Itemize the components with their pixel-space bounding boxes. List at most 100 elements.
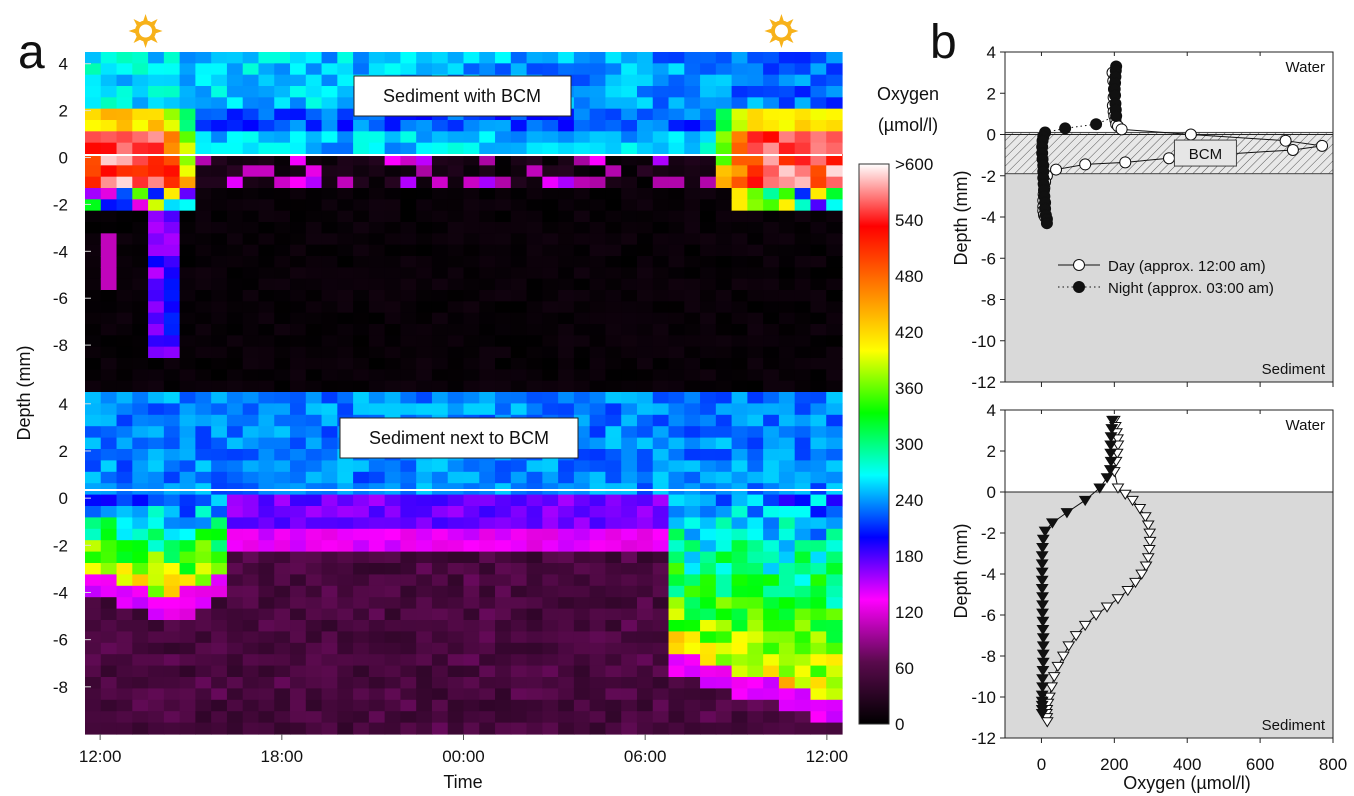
heatmap-cell xyxy=(132,210,149,223)
heatmap-cell xyxy=(715,722,733,735)
heatmap-cell xyxy=(495,494,512,507)
heatmap-cell xyxy=(652,267,670,280)
sun-ray xyxy=(142,39,149,48)
heatmap-cell xyxy=(542,233,559,246)
heatmap-cell xyxy=(526,210,543,223)
heatmap-cell xyxy=(226,52,244,64)
heatmap-cell xyxy=(747,380,764,393)
heatmap-cell xyxy=(242,165,260,178)
heatmap-cell xyxy=(416,131,433,144)
heatmap-cell xyxy=(384,233,402,246)
heatmap-cell xyxy=(116,52,133,64)
heatmap-cell xyxy=(258,222,275,234)
heatmap-cell xyxy=(416,188,433,200)
heatmap-cell xyxy=(558,517,575,530)
heatmap-cell xyxy=(195,335,212,348)
heatmap-cell xyxy=(100,63,118,76)
heatmap-cell xyxy=(211,324,228,336)
heatmap-cell xyxy=(353,722,370,735)
heatmap-cell xyxy=(715,346,733,359)
heatmap-cell xyxy=(778,471,796,484)
heatmap-cell xyxy=(605,449,622,461)
heatmap-cell xyxy=(763,642,780,655)
heatmap-cell xyxy=(794,346,812,359)
heatmap-cell xyxy=(242,437,260,450)
heatmap-cell xyxy=(400,290,417,302)
heatmap-cell xyxy=(179,244,196,257)
heatmap-cell xyxy=(447,52,465,64)
heatmap-cell xyxy=(715,506,733,518)
data-point xyxy=(1110,109,1123,122)
heatmap-cell xyxy=(274,74,291,87)
heatmap-cell xyxy=(321,471,338,484)
heatmap-cell xyxy=(132,437,149,450)
heatmap-cell xyxy=(431,210,449,223)
heatmap-cell xyxy=(526,677,543,689)
heatmap-cell xyxy=(132,414,149,427)
heatmap-cell xyxy=(605,711,622,724)
heatmap-cell xyxy=(542,722,559,735)
heatmap-cell xyxy=(353,460,370,473)
heatmap-cell xyxy=(305,369,323,382)
heatmap-cell xyxy=(636,380,654,393)
heatmap-cell xyxy=(195,108,212,121)
heatmap-cell xyxy=(589,414,607,427)
heatmap-cell xyxy=(479,608,496,621)
heatmap-cell xyxy=(148,494,165,507)
heatmap-cell xyxy=(211,131,228,144)
heatmap-cell xyxy=(747,654,764,667)
heatmap-cell xyxy=(274,460,291,473)
heatmap-cell xyxy=(463,380,480,393)
heatmap-cell xyxy=(810,131,827,144)
heatmap-cell xyxy=(463,312,480,325)
heatmap-cell xyxy=(573,528,591,541)
heatmap-cell xyxy=(621,540,638,553)
sun-ray xyxy=(133,18,142,27)
heatmap-cell xyxy=(148,256,165,268)
heatmap-cell xyxy=(274,449,291,461)
heatmap-cell xyxy=(700,654,717,667)
heatmap-cell xyxy=(179,324,196,336)
heatmap-cell xyxy=(731,120,748,132)
heatmap-cell xyxy=(368,574,386,587)
heatmap-cell xyxy=(274,540,291,553)
heatmap-cell xyxy=(668,540,685,553)
heatmap-cell xyxy=(290,597,307,610)
heatmap-cell xyxy=(526,301,543,314)
heatmap-cell xyxy=(605,165,622,178)
heatmap-cell xyxy=(242,290,260,302)
heatmap-cell xyxy=(652,449,670,461)
heatmap-cell xyxy=(416,256,433,268)
heatmap-cell xyxy=(558,233,575,246)
heatmap-cell xyxy=(116,335,133,348)
heatmap-cell xyxy=(605,301,622,314)
heatmap-cell xyxy=(731,620,748,632)
data-point xyxy=(1138,512,1152,523)
heatmap-cell xyxy=(400,267,417,280)
heatmap-cell xyxy=(163,540,181,553)
heatmap-cell xyxy=(179,210,196,223)
heatmap-cell xyxy=(242,97,260,110)
heatmap-cell xyxy=(290,540,307,553)
heatmap-cell xyxy=(731,711,748,724)
heatmap-cell xyxy=(337,722,354,735)
heatmap-cell xyxy=(573,403,591,416)
heatmap-cell xyxy=(400,278,417,291)
heatmap-cell xyxy=(463,551,480,564)
heatmap-cell xyxy=(747,233,764,246)
heatmap-cell xyxy=(652,97,670,110)
heatmap-cell xyxy=(100,120,118,132)
heatmap-cell xyxy=(242,176,260,189)
heatmap-cell xyxy=(763,369,780,382)
heatmap-cell xyxy=(195,426,212,439)
heatmap-cell xyxy=(321,358,338,370)
heatmap-cell xyxy=(100,312,118,325)
heatmap-cell xyxy=(558,188,575,200)
heatmap-cell xyxy=(321,324,338,336)
heatmap-cell xyxy=(116,597,133,610)
data-point xyxy=(1103,465,1117,476)
heatmap-cell xyxy=(763,460,780,473)
heatmap-cell xyxy=(226,86,244,98)
heatmap-cell xyxy=(715,222,733,234)
heatmap-cell xyxy=(605,506,622,518)
